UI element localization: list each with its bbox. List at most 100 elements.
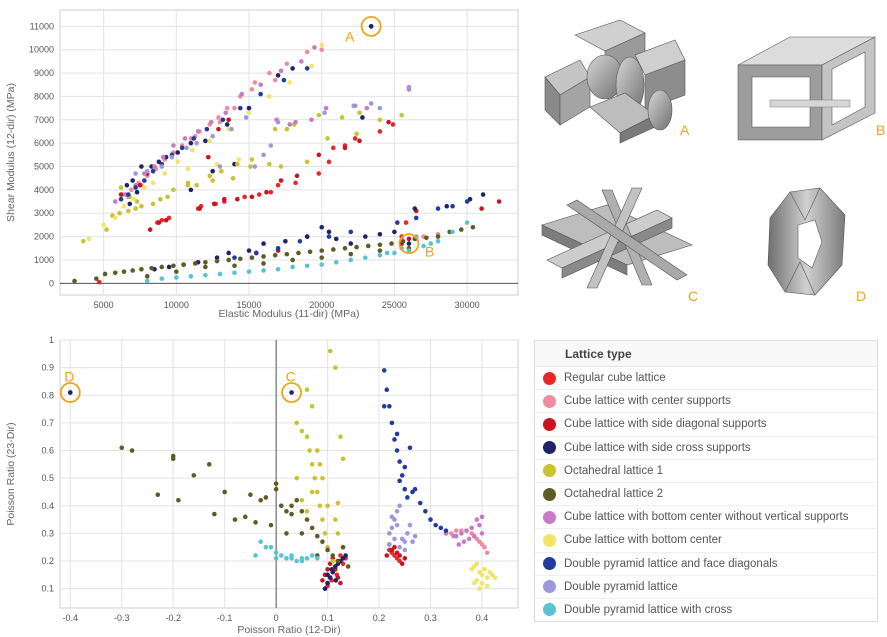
- data-point: [258, 82, 263, 88]
- y-tick-label: 0.9: [41, 363, 54, 373]
- data-point: [315, 555, 320, 561]
- data-point: [319, 42, 325, 48]
- data-point: [458, 227, 464, 232]
- data-point: [273, 555, 279, 561]
- legend-item: Octahedral lattice 1: [535, 460, 877, 483]
- x-tick-label: -0.1: [217, 613, 233, 623]
- data-point: [304, 517, 310, 522]
- data-point: [406, 248, 412, 253]
- x-tick-label: 30000: [455, 300, 480, 310]
- data-point: [253, 553, 258, 558]
- data-point: [134, 189, 140, 195]
- shear-vs-elastic-chart: 5000 10000 15000 20000 25000 30000 0 1000 2000 30…: [5, 9, 519, 320]
- legend-item: Cube lattice with bottom center: [535, 529, 877, 553]
- data-point: [453, 528, 459, 533]
- data-point: [290, 66, 295, 71]
- data-point: [319, 255, 325, 260]
- data-point: [258, 91, 263, 97]
- data-point: [397, 553, 402, 558]
- y-tick-label: 2000: [34, 232, 54, 242]
- legend-label: Cube lattice with bottom center: [564, 534, 722, 547]
- data-point: [211, 201, 217, 207]
- data-point: [316, 152, 322, 158]
- data-point: [316, 112, 322, 118]
- data-point: [253, 250, 259, 256]
- data-point: [223, 110, 229, 116]
- data-point: [119, 445, 125, 451]
- data-point: [410, 539, 415, 544]
- data-point: [464, 220, 470, 225]
- data-point: [351, 103, 357, 109]
- lattice-shape-d: [760, 180, 855, 300]
- data-point: [204, 126, 210, 132]
- data-point: [210, 168, 215, 174]
- data-point: [297, 238, 303, 244]
- legend-label: Octahedral lattice 2: [564, 488, 664, 501]
- lattice-label-b: B: [876, 122, 886, 138]
- data-point: [139, 164, 144, 169]
- y-tick-label: 10000: [29, 45, 54, 55]
- legend-item: Regular cube lattice: [535, 367, 877, 391]
- y-tick-label: 0.7: [41, 418, 54, 428]
- data-point: [315, 448, 320, 453]
- data-point: [354, 131, 359, 137]
- x-tick-label: 0.3: [424, 613, 437, 623]
- data-point: [294, 173, 300, 179]
- data-point: [377, 129, 383, 134]
- data-point: [278, 68, 284, 74]
- data-point: [239, 91, 245, 97]
- data-point: [147, 227, 153, 232]
- data-point: [354, 244, 359, 250]
- data-point: [214, 255, 220, 260]
- data-point: [317, 462, 323, 467]
- data-point: [387, 542, 392, 547]
- x-tick-label: -0.3: [114, 613, 130, 623]
- data-point: [217, 164, 223, 169]
- data-point: [365, 243, 371, 249]
- data-point: [144, 274, 150, 279]
- data-point: [357, 138, 362, 144]
- data-point: [267, 94, 272, 99]
- data-point: [384, 387, 390, 393]
- data-point: [137, 182, 143, 188]
- data-point: [394, 508, 400, 514]
- data-point: [80, 238, 86, 244]
- data-point: [129, 448, 135, 453]
- annotation-label: B: [425, 244, 434, 260]
- legend-swatch: [543, 464, 556, 478]
- data-point: [424, 235, 429, 241]
- data-point: [330, 558, 336, 564]
- data-point: [407, 522, 413, 528]
- data-point: [188, 274, 194, 279]
- lattice-shape-a-icon: [544, 19, 686, 144]
- data-point: [304, 434, 310, 440]
- y-axis-label: Shear Modulus (12-dir) (MPa): [5, 83, 17, 222]
- data-point: [203, 138, 208, 144]
- data-point: [184, 145, 189, 151]
- data-point: [290, 257, 295, 263]
- data-point: [174, 269, 179, 274]
- data-point: [320, 475, 325, 481]
- data-point: [174, 275, 179, 280]
- legend-label: Cube lattice with side cross supports: [564, 441, 751, 454]
- data-point: [405, 531, 410, 536]
- data-point: [232, 255, 237, 260]
- data-point: [316, 171, 322, 176]
- data-point: [197, 206, 202, 211]
- data-point: [333, 365, 338, 370]
- data-point: [144, 168, 150, 174]
- legend-label: Cube lattice with side diagonal supports: [564, 418, 767, 431]
- data-point: [405, 495, 410, 500]
- data-point: [206, 462, 212, 467]
- data-point: [330, 553, 336, 558]
- data-point: [243, 115, 249, 120]
- data-point: [377, 231, 383, 237]
- data-point: [112, 270, 118, 276]
- data-point: [397, 459, 402, 464]
- data-point: [381, 368, 387, 373]
- x-tick-label: 5000: [94, 300, 114, 310]
- legend-label: Cube lattice with bottom center without …: [564, 511, 849, 524]
- data-point: [142, 185, 147, 190]
- lattice-type-legend: Lattice type Regular cube lattice Cube la…: [534, 340, 878, 623]
- data-point: [171, 143, 176, 148]
